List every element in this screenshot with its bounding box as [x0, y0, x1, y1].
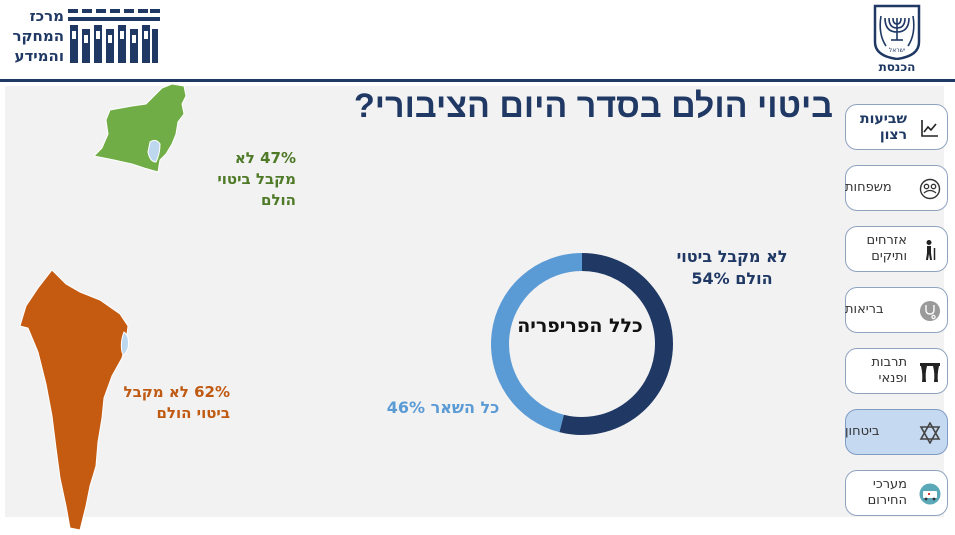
sidebar-item-culture-leisure[interactable]: תרבות ופנאי — [845, 348, 948, 394]
sidebar-item-label: מערכי החירום — [867, 477, 907, 508]
slice-label-not-represented: לא מקבל ביטוי הולם 54% — [676, 247, 788, 288]
emblem-text: ישראל — [889, 47, 905, 54]
family-icon — [919, 178, 941, 200]
donut-slice-0 — [559, 253, 673, 435]
knesset-emblem-icon: ישראל — [873, 4, 921, 60]
slice-label-rest: כל השאר 46% — [386, 398, 500, 417]
donut-slice-1 — [491, 253, 583, 433]
page-title: ביטוי הולם בסדר היום הציבורי? — [354, 87, 833, 125]
sidebar-item-families[interactable]: משפחות — [845, 165, 948, 211]
ambulance-icon — [919, 483, 941, 505]
sidebar-item-label: משפחות — [845, 180, 892, 195]
sidebar-item-label: תרבות ופנאי — [871, 355, 907, 386]
sidebar-item-security[interactable]: ביטחון — [845, 409, 948, 455]
south-region-map — [19, 269, 129, 531]
research-center-name: מרכז המחקר והמידע — [12, 7, 64, 65]
north-region-map — [92, 83, 187, 173]
sidebar-item-satisfaction[interactable]: שביעות רצון — [845, 104, 948, 150]
sidebar-item-label: ביטחון — [845, 424, 880, 439]
dead-sea — [120, 331, 129, 355]
elderly-icon — [926, 240, 936, 260]
periphery-donut-chart — [491, 253, 673, 435]
stethoscope-icon — [920, 301, 940, 321]
header: מרכז המחקר והמידע ישראל הכנסת — [0, 0, 955, 82]
header-divider — [0, 79, 955, 82]
sea-of-galilee — [147, 139, 161, 163]
sidebar-item-health[interactable]: בריאות — [845, 287, 948, 333]
star-of-david-icon — [919, 422, 941, 444]
sidebar-item-label: אזרחים ותיקים — [866, 233, 907, 264]
sidebar-item-label: שביעות רצון — [860, 111, 907, 143]
sidebar-item-label: בריאות — [845, 302, 884, 317]
research-center-logo-icon — [68, 9, 160, 63]
donut-center-title: כלל הפריפריה — [517, 315, 643, 337]
knesset-label: הכנסת — [878, 60, 916, 74]
sidebar-item-senior-citizens[interactable]: אזרחים ותיקים — [845, 226, 948, 272]
north-region-label: 47% לא מקבל ביטוי הולם — [217, 149, 296, 209]
sidebar-item-emergency-services[interactable]: מערכי החירום — [845, 470, 948, 516]
line-chart-icon — [921, 120, 938, 137]
theater-icon — [920, 363, 940, 382]
south-region-label: 62% לא מקבל ביטוי הולם — [123, 383, 230, 422]
